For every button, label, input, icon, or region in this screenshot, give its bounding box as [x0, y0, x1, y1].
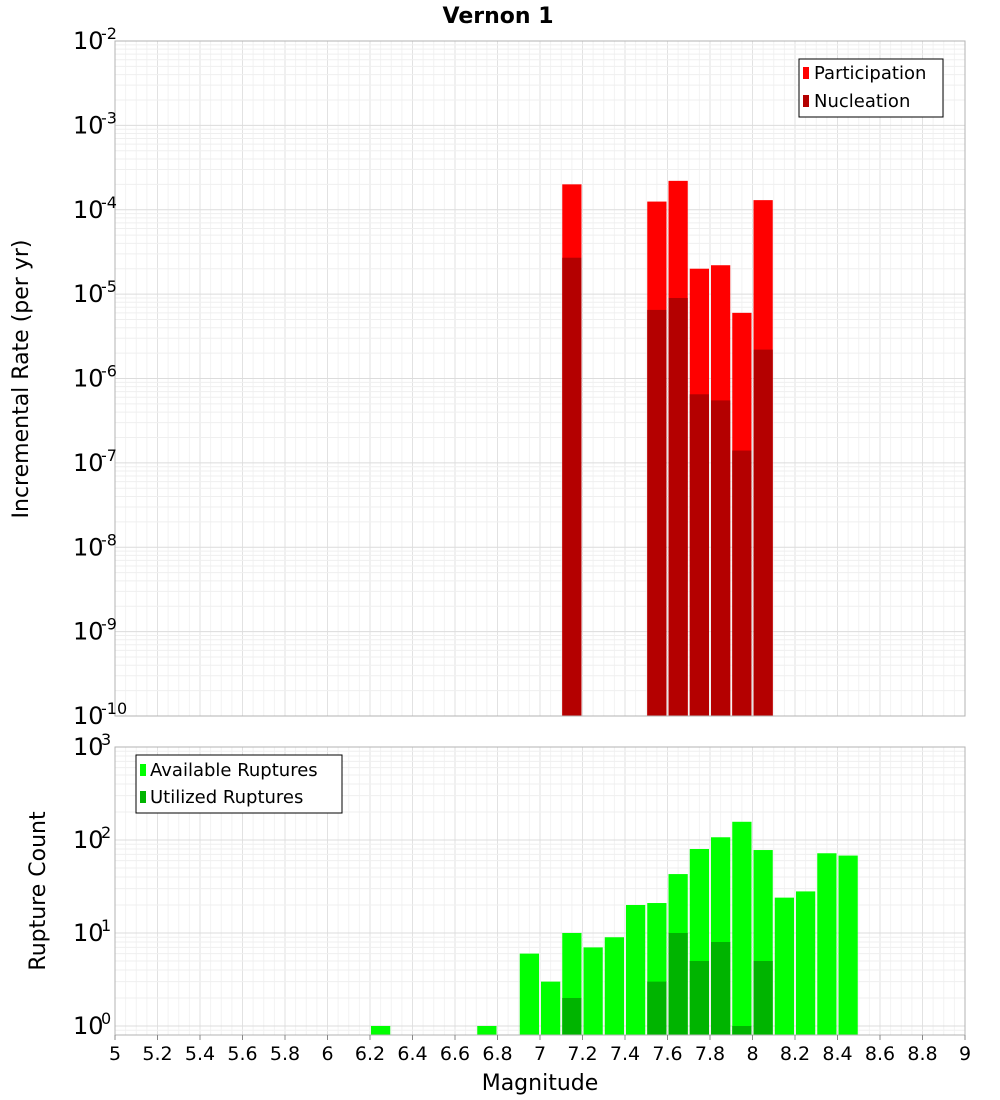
- available-ruptures-bar: [796, 891, 816, 1035]
- utilized-legend-swatch: [140, 791, 146, 803]
- rate-y-tick-exponent: -2: [101, 24, 117, 43]
- rate-legend-box: [798, 58, 944, 118]
- utilized-legend-label: Utilized Ruptures: [150, 787, 303, 808]
- x-tick-label: 6.8: [482, 1043, 512, 1065]
- participation-legend-label: Participation: [814, 63, 926, 84]
- nucleation-bar: [689, 394, 709, 716]
- x-axis-label: Magnitude: [482, 1071, 599, 1096]
- x-tick-label: 8.8: [907, 1043, 937, 1065]
- x-tick-label: 6.6: [440, 1043, 470, 1065]
- available-ruptures-bar: [371, 1025, 391, 1035]
- rate-y-tick-label: 10: [73, 196, 104, 224]
- nucleation-bar: [647, 309, 667, 716]
- utilized-ruptures-bar: [711, 942, 731, 1035]
- utilized-ruptures-bar: [668, 932, 688, 1035]
- rate-y-tick-label: 10: [73, 618, 104, 646]
- count-y-tick-exponent: 0: [101, 1009, 111, 1028]
- utilized-ruptures-bar: [753, 960, 773, 1035]
- x-tick-label: 6: [321, 1043, 333, 1065]
- count-y-tick-exponent: 2: [101, 823, 111, 842]
- x-tick-label: 8.6: [865, 1043, 895, 1065]
- count-y-tick-label: 10: [73, 733, 104, 761]
- utilized-ruptures-bar: [647, 981, 667, 1035]
- x-tick-label: 5.8: [270, 1043, 300, 1065]
- count-bars: [371, 821, 858, 1035]
- count-x-ticks: 5 5.2 5.4 5.6 5.8 6 6.2 6.4 6.6 6.8 7 7.2 7.4 7.6 7.8 8…: [109, 1035, 971, 1065]
- x-tick-label: 7: [534, 1043, 546, 1065]
- available-legend-swatch: [140, 764, 146, 776]
- nucleation-legend-swatch: [803, 95, 809, 107]
- available-ruptures-bar: [626, 904, 646, 1035]
- nucleation-legend-label: Nucleation: [814, 91, 910, 112]
- x-tick-label: 5.2: [142, 1043, 172, 1065]
- count-legend: Available Ruptures Utilized Ruptures: [135, 754, 343, 814]
- x-tick-label: 6.4: [397, 1043, 427, 1065]
- count-legend-box: [135, 754, 343, 814]
- available-ruptures-bar: [604, 937, 624, 1035]
- nucleation-bar: [753, 349, 773, 716]
- utilized-ruptures-bar: [732, 1025, 752, 1035]
- rate-legend: Participation Nucleation: [798, 58, 944, 118]
- nucleation-bar: [732, 450, 752, 716]
- x-tick-label: 7.6: [652, 1043, 682, 1065]
- rate-y-tick-exponent: -9: [101, 615, 117, 634]
- x-tick-label: 8.4: [822, 1043, 852, 1065]
- count-y-tick-label: 10: [73, 826, 104, 854]
- count-y-tick-label: 10: [73, 1012, 104, 1040]
- utilized-ruptures-bar: [562, 997, 582, 1035]
- rate-y-tick-label: 10: [73, 449, 104, 477]
- x-tick-label: 5.4: [185, 1043, 215, 1065]
- rate-y-tick-label: 10: [73, 533, 104, 561]
- rate-y-tick-exponent: -6: [101, 362, 117, 381]
- available-legend-label: Available Ruptures: [150, 760, 318, 781]
- count-y-tick-exponent: 1: [101, 916, 111, 935]
- rate-y-tick-label: 10: [73, 27, 104, 55]
- x-tick-label: 8.2: [780, 1043, 810, 1065]
- x-tick-label: 7.4: [610, 1043, 640, 1065]
- available-ruptures-bar: [838, 855, 858, 1035]
- rate-grid: [114, 41, 966, 717]
- available-ruptures-bar: [774, 897, 794, 1035]
- count-y-tick-exponent: 3: [101, 730, 111, 749]
- nucleation-bar: [668, 297, 688, 716]
- rate-y-tick-exponent: -5: [101, 277, 117, 296]
- x-tick-label: 7.8: [695, 1043, 725, 1065]
- rate-y-tick-label: 10: [73, 111, 104, 139]
- x-tick-label: 8: [746, 1043, 758, 1065]
- utilized-ruptures-bar: [689, 960, 709, 1035]
- count-y-tick-label: 10: [73, 919, 104, 947]
- rate-y-tick-exponent: -8: [101, 530, 117, 549]
- available-ruptures-bar: [477, 1025, 497, 1035]
- rate-y-tick-exponent: -7: [101, 446, 117, 465]
- count-y-axis-label: Rupture Count: [26, 811, 51, 971]
- x-tick-label: 5: [109, 1043, 121, 1065]
- x-tick-label: 5.6: [227, 1043, 257, 1065]
- available-ruptures-bar: [519, 953, 539, 1035]
- participation-legend-swatch: [803, 67, 809, 79]
- rate-y-axis-label: Incremental Rate (per yr): [9, 240, 34, 519]
- rate-y-tick-label: 10: [73, 280, 104, 308]
- available-ruptures-bar: [732, 821, 752, 1035]
- chart-title: Vernon 1: [443, 4, 554, 29]
- x-tick-label: 9: [959, 1043, 971, 1065]
- rate-y-tick-label: 10: [73, 702, 104, 730]
- rate-plot-frame: [114, 40, 966, 717]
- rate-y-tick-exponent: -10: [101, 699, 127, 718]
- rate-bars: [562, 180, 773, 717]
- available-ruptures-bar: [583, 947, 603, 1035]
- x-tick-label: 7.2: [567, 1043, 597, 1065]
- rate-y-tick-exponent: -4: [101, 193, 117, 212]
- available-ruptures-bar: [817, 853, 837, 1035]
- x-tick-label: 6.2: [355, 1043, 385, 1065]
- nucleation-bar: [711, 400, 731, 716]
- rate-y-tick-exponent: -3: [101, 108, 117, 127]
- rate-y-tick-label: 10: [73, 365, 104, 393]
- available-ruptures-bar: [541, 981, 561, 1035]
- nucleation-bar: [562, 257, 582, 716]
